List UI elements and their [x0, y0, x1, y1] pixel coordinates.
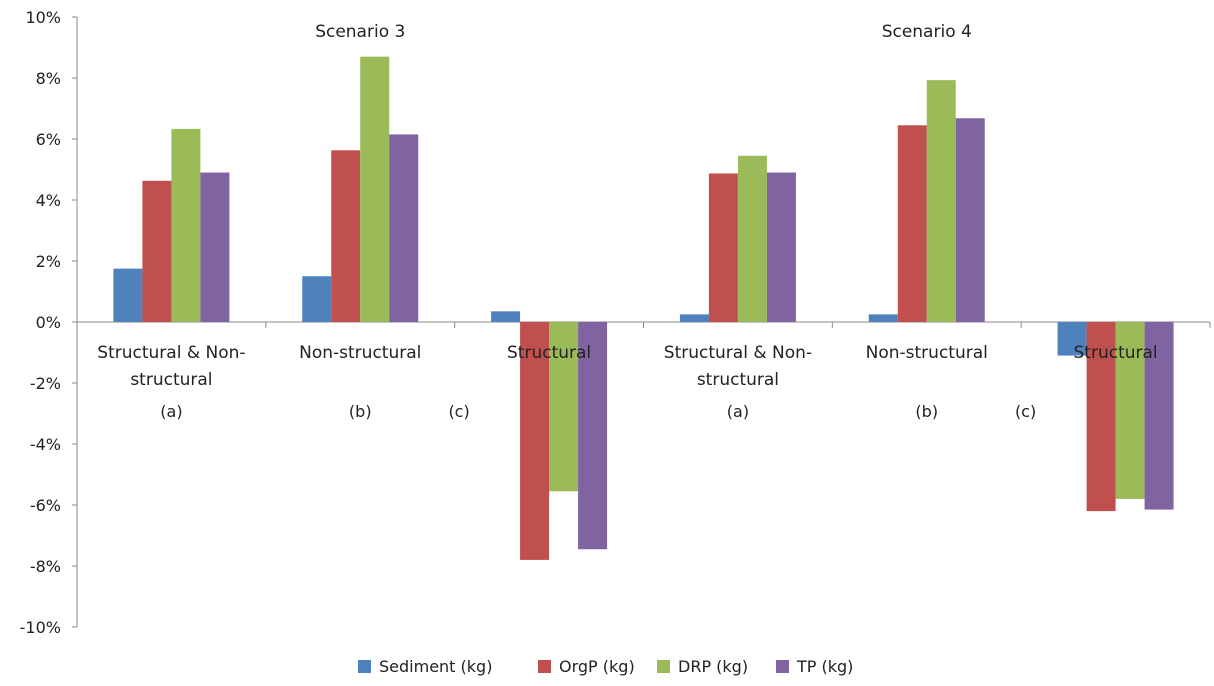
bar [578, 322, 608, 550]
bar [549, 322, 579, 492]
y-tick-label: 8% [36, 69, 61, 88]
y-tick-label: 2% [36, 252, 61, 271]
legend-swatch [657, 660, 670, 673]
y-tick-label: -2% [30, 374, 61, 393]
bar [955, 118, 985, 322]
bar [1086, 322, 1116, 512]
bar [302, 276, 332, 322]
legend-label: Sediment (kg) [379, 657, 492, 676]
bar [142, 180, 172, 322]
legend: Sediment (kg) OrgP (kg) DRP (kg) TP (kg) [358, 657, 853, 676]
bar [200, 172, 230, 322]
category-label: Structural [507, 343, 591, 363]
legend-swatch [358, 660, 371, 673]
legend-label: TP (kg) [796, 657, 853, 676]
legend-swatch [776, 660, 789, 673]
bar [1115, 322, 1145, 499]
y-tick-label: -4% [30, 435, 61, 454]
bar [679, 314, 709, 322]
category-label: structural [697, 370, 779, 390]
bar [491, 311, 521, 322]
category-label: Non-structural [299, 343, 421, 363]
y-tick-label: 10% [25, 8, 61, 27]
y-tick-label: -6% [30, 496, 61, 515]
category-label: structural [130, 370, 212, 390]
y-tick-label: -10% [20, 618, 61, 637]
y-tick-label: 4% [36, 191, 61, 210]
category-sub-label: (c) [448, 402, 469, 421]
category-sub-label: (b) [915, 402, 938, 421]
bar [520, 322, 550, 560]
y-tick-label: -8% [30, 557, 61, 576]
category-sub-label: (c) [1015, 402, 1036, 421]
bar [868, 314, 898, 322]
plot-area: 10% 8% 6% 4% 2% 0% -2% -4% -6% -8% -10% Structural … [20, 8, 1211, 637]
bar [331, 150, 361, 322]
legend-swatch [538, 660, 551, 673]
bar [171, 128, 201, 322]
bar [360, 56, 390, 323]
y-tick-label: 6% [36, 130, 61, 149]
bar [926, 80, 956, 322]
category-label: Non-structural [866, 343, 988, 363]
y-tick-label: 0% [36, 313, 61, 332]
bar [897, 125, 927, 323]
category-label: Structural & Non- [97, 343, 245, 363]
category-sub-label: (a) [727, 402, 749, 421]
bar [737, 155, 767, 322]
scenario-label: Scenario 3 [315, 22, 405, 42]
category-label: Structural & Non- [664, 343, 812, 363]
category-sub-label: (a) [160, 402, 182, 421]
bar [389, 134, 419, 322]
legend-label: DRP (kg) [678, 657, 748, 676]
scenario-label: Scenario 4 [882, 22, 972, 42]
category-label: Structural [1074, 343, 1158, 363]
bar [708, 173, 738, 322]
category-sub-label: (b) [349, 402, 372, 421]
bar [1057, 322, 1087, 356]
legend-label: OrgP (kg) [559, 657, 635, 676]
bar [766, 172, 796, 322]
bar [113, 268, 143, 322]
bar [1144, 322, 1174, 510]
